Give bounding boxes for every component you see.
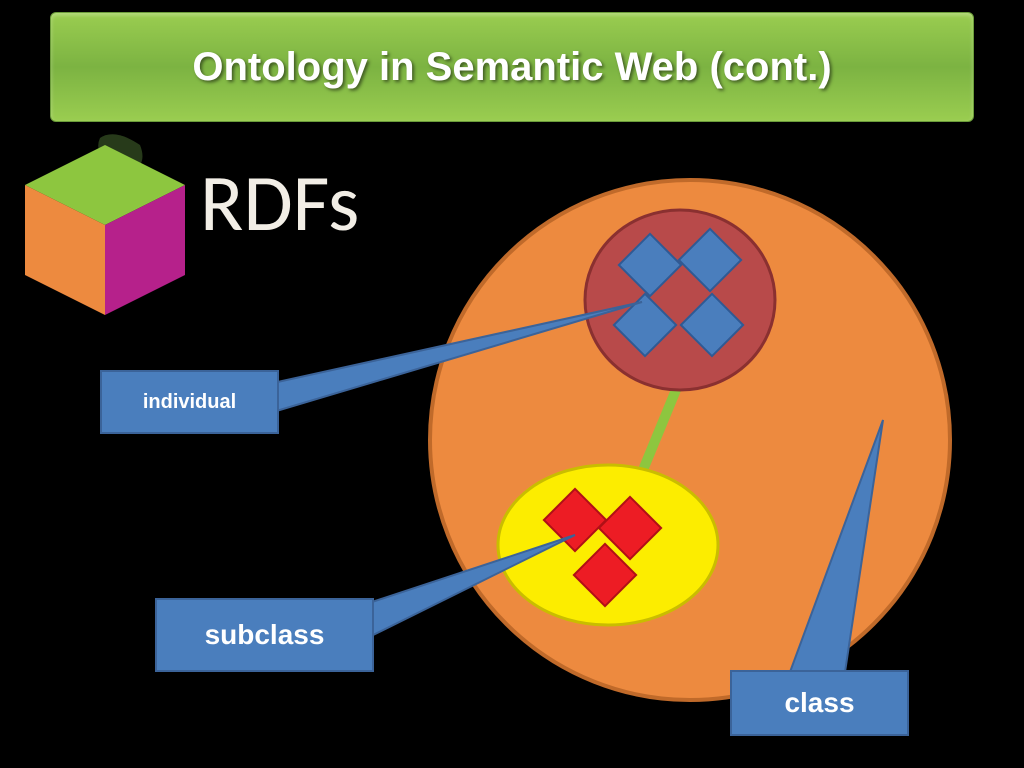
callout-subclass-label: subclass — [205, 619, 325, 651]
subclass-red — [585, 210, 775, 390]
callout-individual: individual — [100, 370, 279, 434]
callout-individual-label: individual — [143, 391, 236, 414]
callout-class: class — [730, 670, 909, 736]
callout-subclass: subclass — [155, 598, 374, 672]
callout-class-label: class — [784, 687, 854, 719]
